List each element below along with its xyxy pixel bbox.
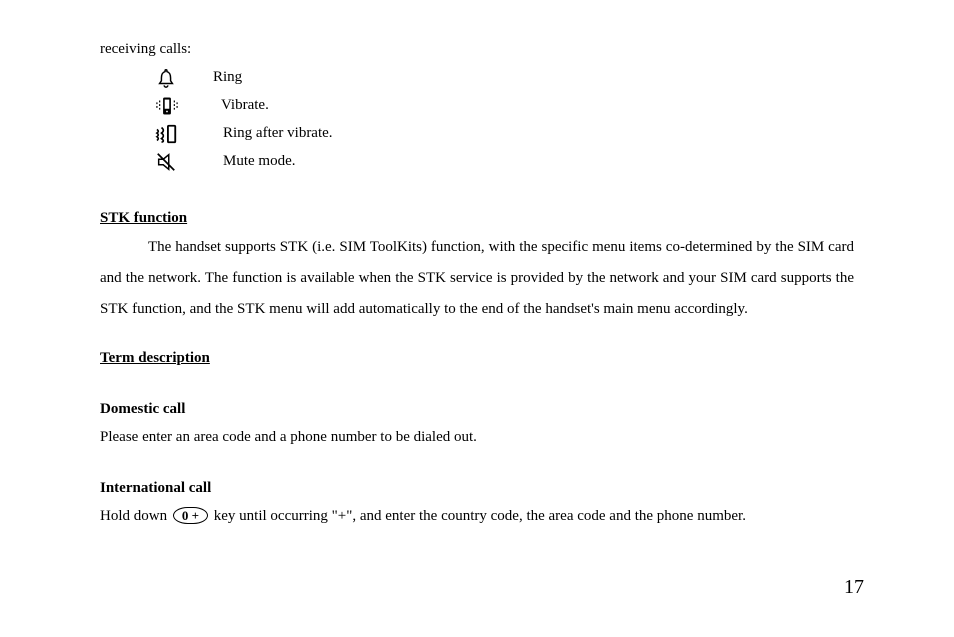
vibrate-icon — [155, 95, 183, 117]
mode-row-vibrate: Vibrate. — [155, 92, 854, 120]
intl-heading: International call — [100, 474, 854, 503]
term-heading: Term description — [100, 344, 854, 373]
vibrate-label: Vibrate. — [221, 91, 269, 120]
mode-row-ring-after-vibrate: Ring after vibrate. — [155, 120, 854, 148]
receiving-calls-label: receiving calls: — [100, 35, 854, 64]
mute-label: Mute mode. — [223, 147, 296, 176]
stk-body: The handset supports STK (i.e. SIM ToolK… — [100, 232, 854, 324]
domestic-body: Please enter an area code and a phone nu… — [100, 423, 854, 452]
mode-row-mute: Mute mode. — [155, 148, 854, 176]
mode-row-ring: Ring — [155, 64, 854, 92]
manual-page: receiving calls: Ring Vibrate. — [0, 0, 954, 531]
intl-body: Hold down 0 + key until occurring "+", a… — [100, 502, 854, 531]
intl-suffix: key until occurring "+", and enter the c… — [210, 508, 746, 524]
stk-heading: STK function — [100, 204, 854, 233]
page-number: 17 — [844, 576, 864, 599]
bell-icon — [155, 67, 183, 89]
ring-after-vibrate-icon — [155, 123, 183, 145]
intl-prefix: Hold down — [100, 508, 171, 524]
zero-plus-key-icon: 0 + — [173, 507, 208, 524]
ring-label: Ring — [213, 63, 242, 92]
ring-after-vibrate-label: Ring after vibrate. — [223, 119, 333, 148]
mute-icon — [155, 151, 183, 173]
domestic-heading: Domestic call — [100, 395, 854, 424]
